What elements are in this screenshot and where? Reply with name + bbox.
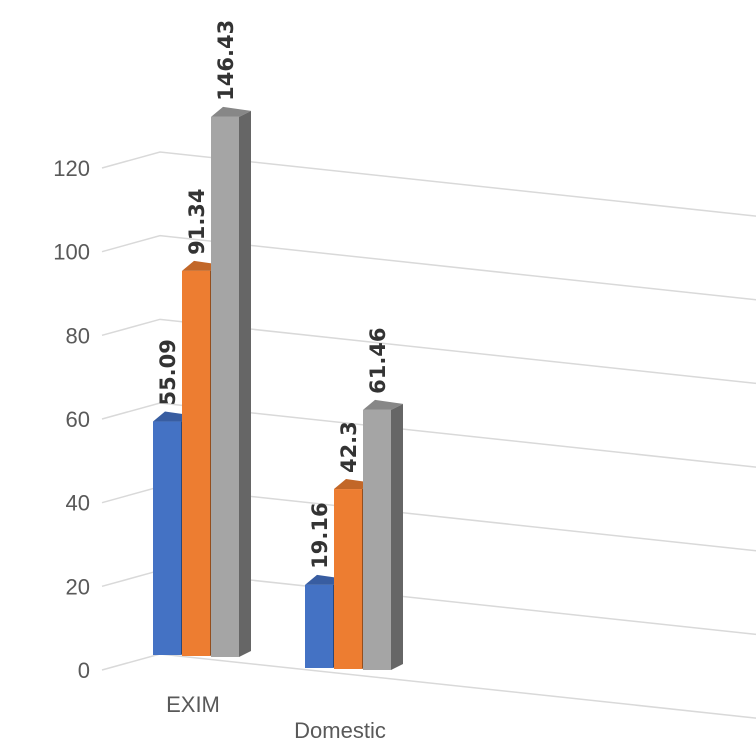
y-tick-label: 60 bbox=[66, 407, 90, 432]
y-tick-label: 0 bbox=[78, 658, 90, 683]
category-label: EXIM bbox=[166, 692, 220, 717]
gridline bbox=[101, 151, 756, 217]
category-label: Domestic bbox=[294, 718, 386, 743]
data-label: 61.46 bbox=[366, 327, 390, 393]
y-axis-tick-labels: 0 20 40 60 80 100 120 bbox=[53, 156, 90, 683]
bar bbox=[211, 106, 251, 658]
gridline bbox=[101, 402, 756, 468]
y-tick-label: 40 bbox=[66, 491, 90, 516]
data-label: 91.34 bbox=[185, 188, 209, 254]
data-labels: 55.09 91.34 146.43 19.16 42.3 61.46 bbox=[156, 20, 390, 569]
y-tick-label: 100 bbox=[53, 240, 90, 265]
gridline bbox=[101, 234, 756, 301]
bars bbox=[153, 106, 403, 670]
data-label: 55.09 bbox=[156, 339, 180, 405]
y-tick-label: 80 bbox=[66, 323, 90, 348]
bar bbox=[363, 399, 403, 670]
category-labels: EXIM Domestic bbox=[166, 692, 386, 743]
y-tick-label: 20 bbox=[66, 574, 90, 599]
data-label: 19.16 bbox=[308, 502, 332, 568]
gridline bbox=[101, 318, 756, 385]
data-label: 146.43 bbox=[214, 20, 238, 101]
y-tick-label: 120 bbox=[53, 156, 90, 181]
data-label: 42.3 bbox=[337, 421, 361, 473]
